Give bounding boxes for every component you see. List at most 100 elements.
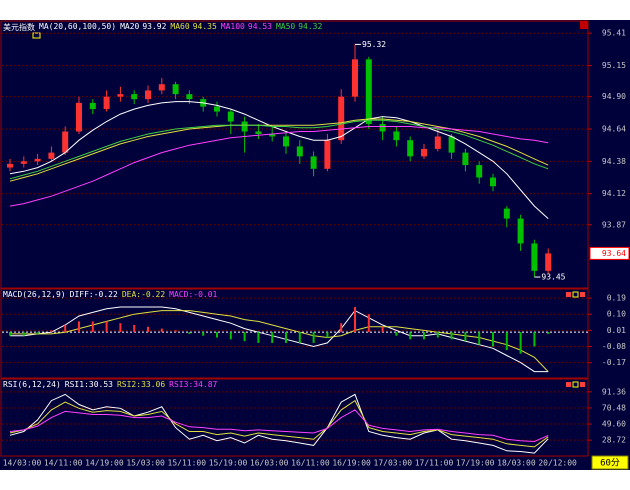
macd-bar	[91, 321, 94, 333]
timeframe-button[interactable]	[591, 455, 629, 470]
symbol-name: 美元指数	[3, 23, 35, 32]
x-tick-label: 16/03:00	[250, 459, 289, 468]
y-tick-label: 0.10	[607, 310, 626, 319]
y-tick-label: -0.08	[602, 342, 626, 351]
candle-body	[296, 146, 303, 157]
y-tick-label: 91.36	[602, 387, 626, 396]
candle-body	[462, 152, 469, 166]
x-tick-label: 16/19:00	[332, 459, 371, 468]
indicator-line	[9, 399, 549, 448]
legend-value: 94.32	[298, 22, 323, 31]
y-tick-label: 95.15	[602, 61, 626, 70]
candle-body	[117, 94, 124, 97]
macd-bar	[229, 332, 232, 340]
legend-name: DIFF:	[69, 290, 94, 299]
candle-body	[352, 59, 358, 97]
legend-item: MACD:-0.01	[169, 290, 217, 299]
candle-body	[186, 94, 193, 100]
macd-bar	[119, 323, 122, 333]
macd-bar	[519, 332, 522, 354]
x-tick-label: 17/19:00	[456, 459, 495, 468]
candle-body	[448, 136, 455, 153]
macd-bar	[381, 326, 384, 333]
legend-name: MA100	[220, 22, 245, 31]
last-price-label: 93.64	[602, 249, 626, 258]
candle-body	[172, 84, 179, 95]
legend-item: RSI2:33.06	[117, 380, 165, 389]
x-tick-label: 14/03:00	[3, 459, 42, 468]
legend-name: RSI2:	[116, 380, 142, 389]
macd-bar	[174, 330, 177, 333]
macd-bar	[478, 332, 481, 345]
y-tick-label: 93.87	[602, 220, 626, 229]
x-tick-label: 15/19:00	[209, 459, 248, 468]
candle-body	[434, 136, 441, 149]
y-tick-label: 70.48	[602, 403, 626, 412]
macd-bar	[450, 332, 453, 340]
legend-name: MA20	[120, 22, 140, 31]
macd-bar	[326, 332, 329, 338]
legend-value: 30.53	[88, 380, 113, 389]
y-tick-label: -0.17	[602, 358, 626, 367]
indicator-marker	[32, 32, 41, 39]
legend-value: 33.06	[141, 380, 166, 389]
macd-bar	[9, 332, 11, 336]
legend-name: RSI1:	[64, 380, 89, 389]
candle-body	[131, 94, 138, 100]
timeframe-label[interactable]: 60分	[600, 458, 620, 469]
candle-body	[310, 156, 317, 169]
candle-body	[34, 158, 41, 162]
y-tick-label: 94.64	[602, 124, 626, 133]
legend-item: DIFF:-0.22	[70, 290, 118, 299]
candle-body	[269, 133, 276, 137]
x-tick-label: 14/19:00	[85, 459, 124, 468]
macd-bar	[312, 332, 315, 343]
candle-body	[103, 96, 110, 110]
candle-body	[393, 131, 400, 141]
indicator-title: MA(20,60,100,50)	[39, 22, 117, 31]
y-tick-label: 94.12	[602, 189, 626, 198]
y-tick-label: 0.19	[607, 294, 626, 303]
x-tick-label: 17/11:00	[415, 459, 454, 468]
indicator-line	[9, 118, 549, 182]
macd-bar	[409, 332, 412, 340]
candle-body	[227, 111, 234, 122]
macd-bar	[492, 332, 494, 347]
y-tick-label: 49.60	[602, 420, 626, 429]
macd-bar	[505, 332, 508, 351]
candle-body	[379, 124, 386, 132]
macd-bar	[423, 332, 425, 340]
macd-bar	[22, 332, 25, 336]
y-tick-label: 94.38	[602, 157, 626, 166]
legend-value: 34.87	[193, 380, 218, 389]
candle-body	[476, 165, 483, 178]
macd-bar	[533, 332, 536, 347]
indicator-line	[9, 119, 549, 180]
legend-item: MA100 94.53	[221, 22, 272, 33]
candle-body	[255, 131, 262, 134]
candle-body	[365, 59, 372, 125]
macd-bar	[216, 332, 218, 338]
macd-bar	[133, 324, 136, 333]
candle-body	[324, 140, 331, 169]
macd-bar	[395, 332, 398, 336]
candle-body	[531, 243, 538, 271]
y-tick-label: 94.90	[602, 92, 626, 101]
legend-value: 94.53	[247, 22, 272, 31]
x-tick-label: 17/03:00	[374, 459, 413, 468]
panel-controls[interactable]	[566, 291, 585, 388]
macd-bar	[354, 307, 356, 333]
high-annotation: 95.32	[362, 40, 386, 49]
macd-header: MACD(26,12,9) DIFF:-0.22 DEA:-0.22 MACD:-0…	[3, 290, 217, 299]
panel-menu-icon[interactable]	[580, 21, 588, 29]
y-tick-label: 28.72	[602, 436, 626, 445]
legend-value: -0.22	[93, 290, 118, 299]
x-tick-label: 16/11:00	[291, 459, 330, 468]
legend-name: MACD:	[169, 290, 194, 299]
macd-bar	[50, 330, 53, 333]
legend-value: -0.01	[193, 290, 218, 299]
indicator-line	[10, 306, 549, 373]
chart-bg	[0, 20, 630, 470]
indicator-line	[9, 409, 549, 443]
